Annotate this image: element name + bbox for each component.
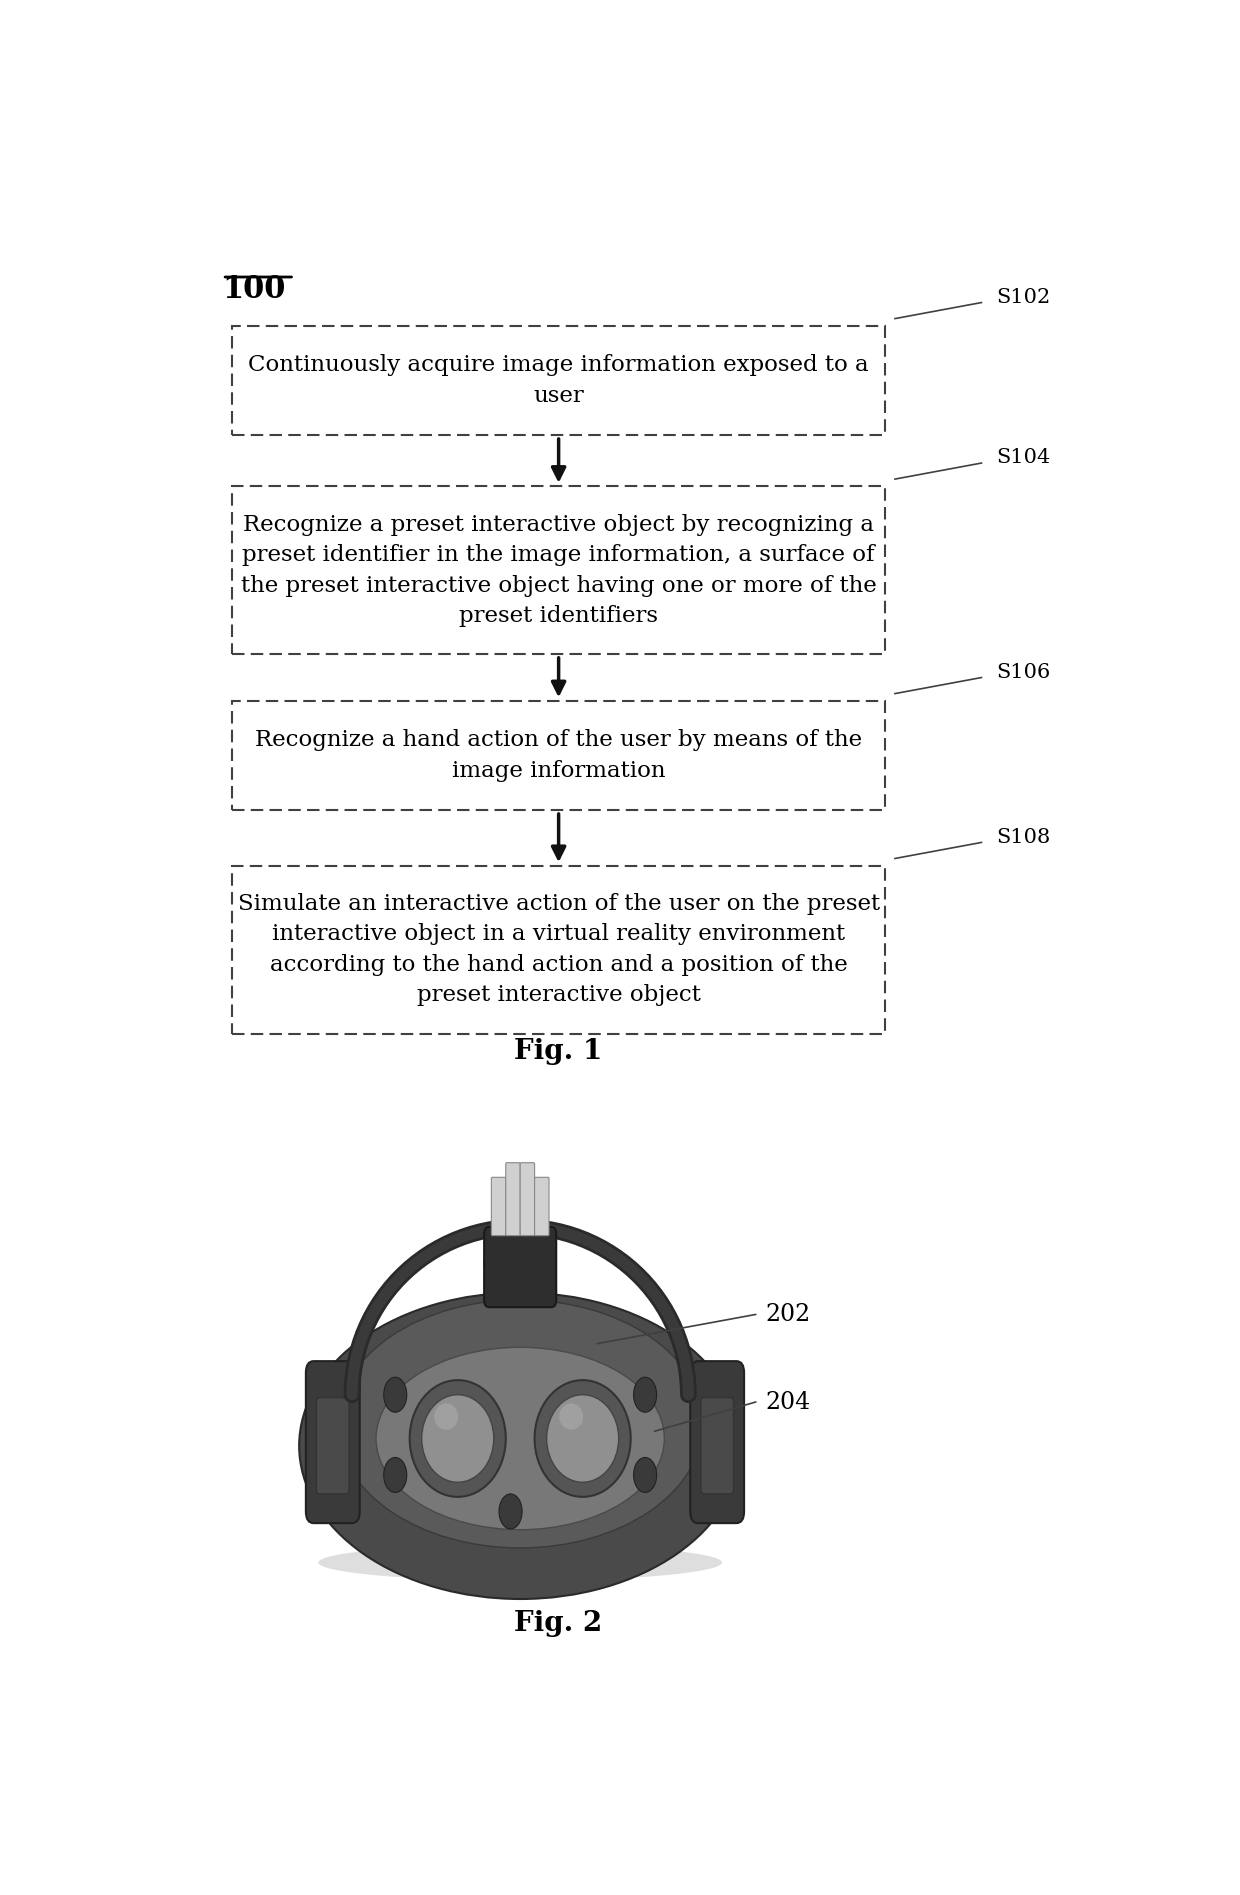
Circle shape — [634, 1378, 657, 1412]
Text: 100: 100 — [222, 275, 285, 305]
FancyBboxPatch shape — [691, 1361, 744, 1524]
Ellipse shape — [319, 1544, 722, 1580]
Circle shape — [634, 1457, 657, 1493]
Ellipse shape — [547, 1395, 619, 1482]
FancyBboxPatch shape — [232, 701, 885, 811]
Circle shape — [383, 1378, 407, 1412]
FancyBboxPatch shape — [232, 866, 885, 1033]
FancyBboxPatch shape — [534, 1177, 549, 1236]
Text: Fig. 2: Fig. 2 — [515, 1611, 603, 1637]
Text: Recognize a hand action of the user by means of the
image information: Recognize a hand action of the user by m… — [255, 730, 862, 783]
FancyBboxPatch shape — [232, 487, 885, 654]
Text: Recognize a preset interactive object by recognizing a
preset identifier in the : Recognize a preset interactive object by… — [241, 514, 877, 627]
Ellipse shape — [299, 1292, 742, 1599]
Text: Fig. 1: Fig. 1 — [515, 1038, 603, 1065]
Circle shape — [498, 1493, 522, 1529]
Ellipse shape — [422, 1395, 494, 1482]
Ellipse shape — [434, 1404, 459, 1429]
FancyBboxPatch shape — [701, 1399, 734, 1493]
Ellipse shape — [376, 1347, 665, 1529]
FancyBboxPatch shape — [491, 1177, 506, 1236]
Text: S106: S106 — [996, 663, 1050, 682]
FancyBboxPatch shape — [316, 1399, 350, 1493]
Ellipse shape — [559, 1404, 583, 1429]
Text: S102: S102 — [996, 288, 1050, 307]
Text: S104: S104 — [996, 449, 1050, 468]
Text: 204: 204 — [765, 1391, 811, 1414]
Circle shape — [383, 1457, 407, 1493]
Text: 202: 202 — [765, 1304, 811, 1326]
FancyBboxPatch shape — [306, 1361, 360, 1524]
Text: Simulate an interactive action of the user on the preset
interactive object in a: Simulate an interactive action of the us… — [238, 893, 879, 1006]
FancyBboxPatch shape — [232, 326, 885, 436]
FancyBboxPatch shape — [484, 1226, 557, 1308]
Ellipse shape — [337, 1300, 703, 1548]
Text: S108: S108 — [996, 828, 1050, 847]
FancyBboxPatch shape — [506, 1164, 521, 1236]
Ellipse shape — [409, 1380, 506, 1497]
FancyBboxPatch shape — [521, 1164, 534, 1236]
Text: Continuously acquire image information exposed to a
user: Continuously acquire image information e… — [248, 354, 869, 407]
Ellipse shape — [484, 1234, 557, 1292]
Ellipse shape — [534, 1380, 631, 1497]
